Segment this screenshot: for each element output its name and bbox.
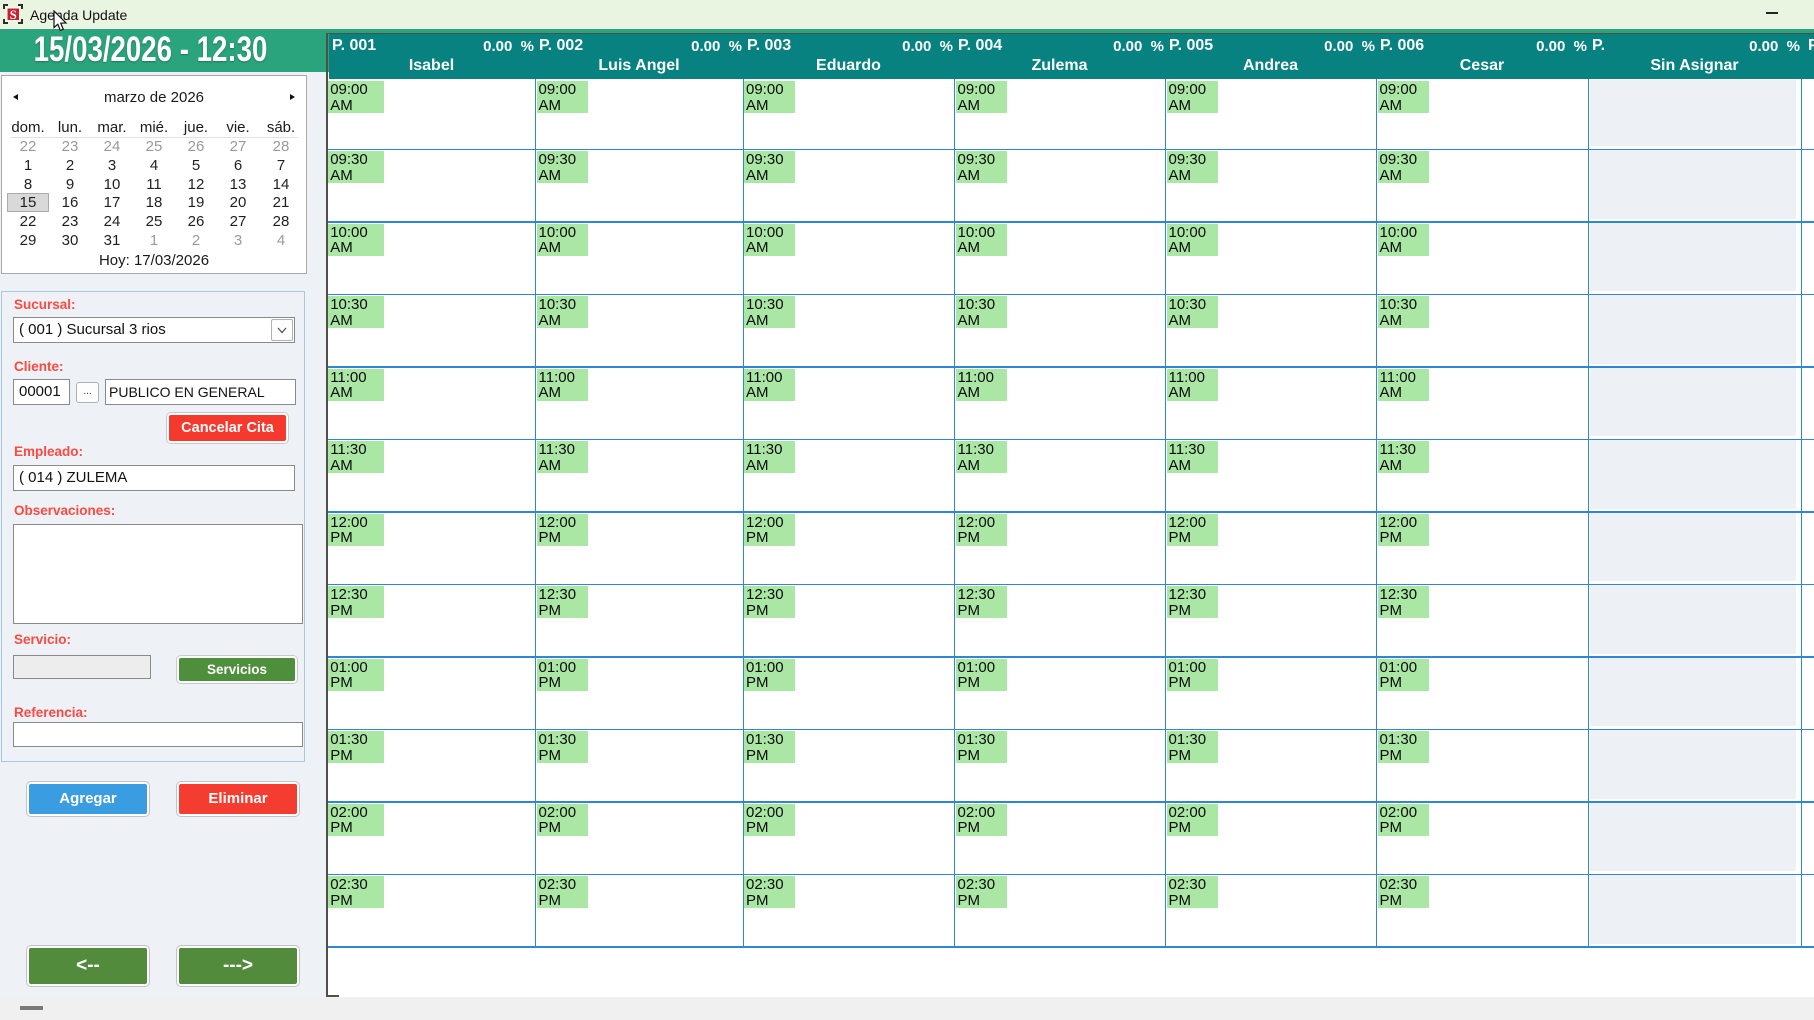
svg-text:S: S (10, 8, 17, 22)
